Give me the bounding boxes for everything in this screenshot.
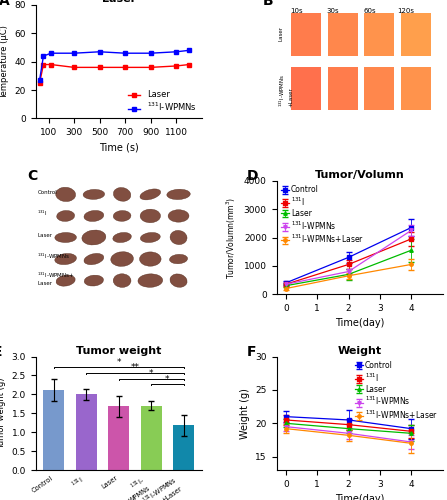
Laser [72,64,77,70]
Ellipse shape [140,189,160,200]
Title: Tumor weight: Tumor weight [76,346,161,356]
Ellipse shape [139,252,161,266]
$^{131}$I-WPMNs [186,48,192,54]
Text: 10s: 10s [290,8,303,14]
Laser [41,62,46,68]
Ellipse shape [55,232,76,242]
Ellipse shape [57,210,75,222]
Ellipse shape [140,232,160,242]
$^{131}$I-WPMNs [37,77,42,83]
Ellipse shape [84,210,104,222]
$^{131}$I-WPMNs [122,50,128,56]
Legend: Laser, $^{131}$I-WPMNs: Laser, $^{131}$I-WPMNs [127,90,198,114]
Text: $^{131}$I-WPMNs: $^{131}$I-WPMNs [38,252,71,262]
Bar [401,68,431,110]
Text: Control: Control [38,190,57,194]
Bar [328,13,358,56]
Text: B: B [263,0,274,8]
Ellipse shape [138,274,163,287]
Legend: Control, $^{131}$I, Laser, $^{131}$I-WPMNs, $^{131}$I-WPMNs+Laser: Control, $^{131}$I, Laser, $^{131}$I-WPM… [354,360,439,422]
Text: A: A [0,0,10,8]
Text: Laser: Laser [278,26,283,41]
Laser [122,64,128,70]
$^{131}$I-WPMNs [72,50,77,56]
$^{131}$I-WPMNs [173,49,179,55]
$^{131}$I-WPMNs [41,53,46,59]
Title: Laser: Laser [102,0,136,4]
Ellipse shape [84,254,104,264]
X-axis label: Time(day): Time(day) [335,494,384,500]
Ellipse shape [113,210,131,222]
X-axis label: Time (s): Time (s) [99,142,139,152]
Text: 30s: 30s [327,8,339,14]
Text: 120s: 120s [397,8,414,14]
Text: *: * [117,358,121,367]
Y-axis label: Tumor/Volumn(mm$^3$): Tumor/Volumn(mm$^3$) [225,196,238,278]
Bar [401,13,431,56]
Laser [97,64,102,70]
$^{131}$I-WPMNs [148,50,153,56]
Bar [291,13,321,56]
Ellipse shape [113,232,131,242]
Laser [173,63,179,69]
Text: **: ** [131,364,139,372]
Text: *: * [165,375,170,384]
Ellipse shape [167,189,190,200]
Bar [76,394,97,470]
Bar [141,406,162,470]
Ellipse shape [113,274,131,287]
Ellipse shape [114,188,131,202]
Text: $^{131}$I-WPMNs+
Laser: $^{131}$I-WPMNs+ Laser [38,271,75,286]
Ellipse shape [55,254,76,264]
Text: $^{131}$I: $^{131}$I [38,209,48,218]
Line: Laser: Laser [38,63,191,84]
Text: $^{131}$I-WPMNs
+Laser: $^{131}$I-WPMNs +Laser [278,74,293,107]
Ellipse shape [169,254,188,264]
Bar [328,68,358,110]
Text: 60s: 60s [363,8,376,14]
Title: Tumor/Volumn: Tumor/Volumn [315,170,405,180]
Laser [186,62,192,68]
$^{131}$I-WPMNs [48,50,54,56]
Line: $^{131}$I-WPMNs: $^{131}$I-WPMNs [38,48,191,82]
Text: E: E [0,345,2,359]
Bar [364,13,394,56]
Ellipse shape [111,252,133,266]
Ellipse shape [84,275,104,286]
Ellipse shape [56,187,76,202]
Bar [173,426,194,470]
Text: D: D [247,170,258,183]
Y-axis label: Tumor weight (g): Tumor weight (g) [0,378,6,449]
Legend: Control, $^{131}$I, Laser, $^{131}$I-WPMNs, $^{131}$I-WPMNs+Laser: Control, $^{131}$I, Laser, $^{131}$I-WPM… [280,184,365,246]
Ellipse shape [82,230,106,245]
Ellipse shape [56,275,75,286]
Ellipse shape [170,274,187,287]
Bar [291,68,321,110]
Ellipse shape [170,230,187,244]
Bar [364,68,394,110]
Text: C: C [27,170,38,183]
Y-axis label: Weight (g): Weight (g) [240,388,250,438]
Laser [48,62,54,68]
Text: *: * [149,369,153,378]
Ellipse shape [83,190,105,200]
Ellipse shape [168,210,189,222]
Ellipse shape [140,209,160,222]
Title: Weight: Weight [337,346,382,356]
Laser [37,80,42,86]
X-axis label: Time(day): Time(day) [335,318,384,328]
Y-axis label: Temperature (µC): Temperature (µC) [0,25,9,99]
Bar [108,406,129,470]
Bar [43,390,64,470]
Laser [148,64,153,70]
$^{131}$I-WPMNs [97,49,102,55]
Text: Laser: Laser [38,232,52,237]
Text: F: F [247,345,256,359]
